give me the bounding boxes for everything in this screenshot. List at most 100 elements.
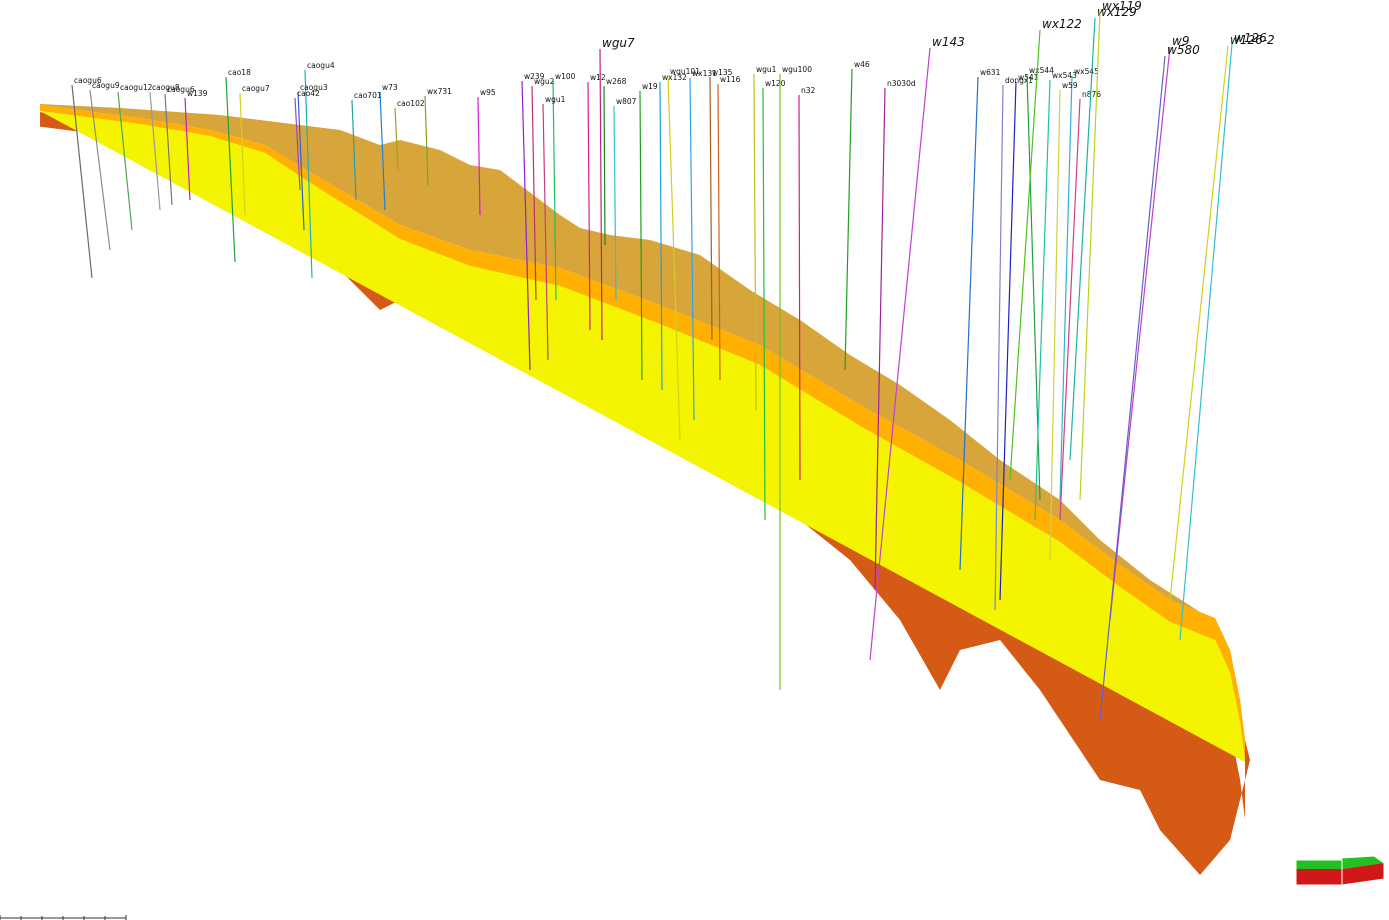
well-trajectory bbox=[71, 84, 93, 279]
well-trajectory bbox=[477, 96, 481, 216]
well-wgu101[interactable]: wgu101 bbox=[667, 67, 700, 441]
well-w73[interactable]: w73 bbox=[379, 83, 398, 211]
well-label: wx129 bbox=[1097, 5, 1137, 19]
well-w126-2[interactable]: w126-2 bbox=[1169, 33, 1275, 601]
well-trajectory bbox=[762, 87, 766, 521]
well-trajectory bbox=[225, 76, 236, 263]
well-label: wgu1 bbox=[545, 95, 566, 104]
well-caogu8[interactable]: caogu8 bbox=[149, 83, 180, 211]
well-label: wx122 bbox=[1042, 17, 1082, 31]
well-trajectory bbox=[603, 85, 606, 246]
well-caogu3[interactable]: caogu3 bbox=[297, 83, 328, 231]
well-label: wx132 bbox=[662, 73, 687, 82]
well-label: w143 bbox=[932, 35, 965, 49]
well-wx132[interactable]: wx132 bbox=[659, 73, 687, 391]
well-trajectory bbox=[117, 91, 133, 231]
well-w239[interactable]: w239 bbox=[521, 72, 545, 371]
widget-arrow-top bbox=[1342, 856, 1384, 869]
widget-arrow-bottom bbox=[1342, 863, 1384, 885]
well-trajectory bbox=[89, 89, 111, 251]
well-label: wgu100 bbox=[782, 65, 812, 74]
well-caogu9[interactable]: caogu9 bbox=[89, 81, 120, 251]
well-dongx1[interactable]: dongx1 bbox=[994, 76, 1033, 611]
well-label: wx731 bbox=[427, 87, 452, 96]
well-cao102[interactable]: cao102 bbox=[394, 99, 425, 171]
well-label: w95 bbox=[480, 88, 496, 97]
well-w139[interactable]: w139 bbox=[184, 89, 208, 201]
well-label: n876 bbox=[1082, 90, 1101, 99]
well-label: w239 bbox=[524, 72, 545, 81]
well-trajectory bbox=[552, 80, 557, 301]
well-n32[interactable]: n32 bbox=[798, 86, 816, 481]
well-label: n32 bbox=[801, 86, 816, 95]
well-w126[interactable]: w126 bbox=[1179, 31, 1267, 641]
well-trajectory bbox=[639, 90, 643, 381]
well-w116[interactable]: w116 bbox=[717, 75, 741, 381]
orientation-axis-widget[interactable] bbox=[1294, 855, 1386, 891]
well-label: w116 bbox=[720, 75, 741, 84]
well-wx545[interactable]: wx545 bbox=[1059, 67, 1099, 501]
well-wx544[interactable]: wx544 bbox=[1026, 66, 1054, 501]
well-label: cao701 bbox=[354, 91, 382, 100]
widget-top-face bbox=[1296, 860, 1342, 869]
well-wx131[interactable]: wx131 bbox=[689, 69, 717, 421]
well-label: w541 bbox=[1018, 73, 1039, 82]
well-label: n3030d bbox=[887, 79, 916, 88]
well-trajectory bbox=[753, 73, 757, 411]
well-trajectory bbox=[1079, 11, 1101, 501]
well-w580[interactable]: w580 bbox=[1099, 43, 1200, 721]
well-wx543[interactable]: wx543 bbox=[1034, 71, 1077, 521]
well-label: w120 bbox=[765, 79, 786, 88]
well-label: wx131 bbox=[692, 69, 717, 78]
well-w135[interactable]: w135 bbox=[709, 68, 733, 341]
well-w19[interactable]: w19 bbox=[639, 82, 658, 381]
well-trajectory bbox=[531, 85, 537, 301]
well-w807[interactable]: w807 bbox=[613, 97, 637, 301]
well-caogu6[interactable]: caogu6 bbox=[71, 76, 102, 279]
well-trajectory bbox=[689, 77, 695, 421]
well-caogu6[interactable]: caogu6 bbox=[164, 85, 195, 206]
well-caogu4[interactable]: caogu4 bbox=[304, 61, 335, 279]
well-w59[interactable]: w59 bbox=[1049, 81, 1078, 561]
well-wx122[interactable]: wx122 bbox=[1009, 17, 1082, 481]
well-wx731[interactable]: wx731 bbox=[424, 87, 452, 186]
well-trajectory bbox=[959, 76, 979, 571]
well-w9[interactable]: w9 bbox=[1109, 34, 1189, 621]
well-wgu7[interactable]: wgu7 bbox=[599, 36, 635, 341]
well-label: cao18 bbox=[228, 68, 251, 77]
well-trajectory bbox=[379, 91, 386, 211]
well-wx119[interactable]: wx119 bbox=[1079, 0, 1142, 501]
well-wgu1[interactable]: wgu1 bbox=[542, 95, 566, 361]
well-w268[interactable]: w268 bbox=[603, 77, 627, 246]
well-w541[interactable]: w541 bbox=[999, 73, 1039, 601]
well-label: dongx1 bbox=[1005, 76, 1033, 85]
well-label: w631 bbox=[980, 68, 1001, 77]
well-w12[interactable]: w12 bbox=[587, 73, 606, 331]
well-wgu2[interactable]: wgu2 bbox=[531, 77, 555, 301]
well-trajectory bbox=[1099, 55, 1166, 721]
well-w95[interactable]: w95 bbox=[477, 88, 496, 216]
well-cao701[interactable]: cao701 bbox=[351, 91, 382, 201]
well-cao42[interactable]: cao42 bbox=[294, 89, 320, 191]
well-w143[interactable]: w143 bbox=[869, 35, 965, 661]
well-n3030d[interactable]: n3030d bbox=[874, 79, 916, 591]
well-label: w135 bbox=[712, 68, 733, 77]
well-w100[interactable]: w100 bbox=[552, 72, 576, 301]
well-label: caogu12 bbox=[120, 83, 153, 92]
well-wx129[interactable]: wx129 bbox=[1069, 5, 1137, 461]
well-label: w9 bbox=[1172, 34, 1189, 48]
well-w46[interactable]: w46 bbox=[844, 60, 870, 371]
well-wgu100[interactable]: wgu100 bbox=[779, 65, 812, 690]
well-caogu7[interactable]: caogu7 bbox=[239, 84, 270, 216]
well-w120[interactable]: w120 bbox=[762, 79, 786, 521]
well-label: w12 bbox=[590, 73, 606, 82]
well-label: caogu4 bbox=[307, 61, 335, 70]
well-wgu1[interactable]: wgu1 bbox=[753, 65, 777, 411]
well-n876[interactable]: n876 bbox=[1059, 90, 1101, 521]
well-w631[interactable]: w631 bbox=[959, 68, 1001, 571]
well-label: w807 bbox=[616, 97, 637, 106]
well-caogu12[interactable]: caogu12 bbox=[117, 83, 153, 231]
well-cao18[interactable]: cao18 bbox=[225, 68, 251, 263]
